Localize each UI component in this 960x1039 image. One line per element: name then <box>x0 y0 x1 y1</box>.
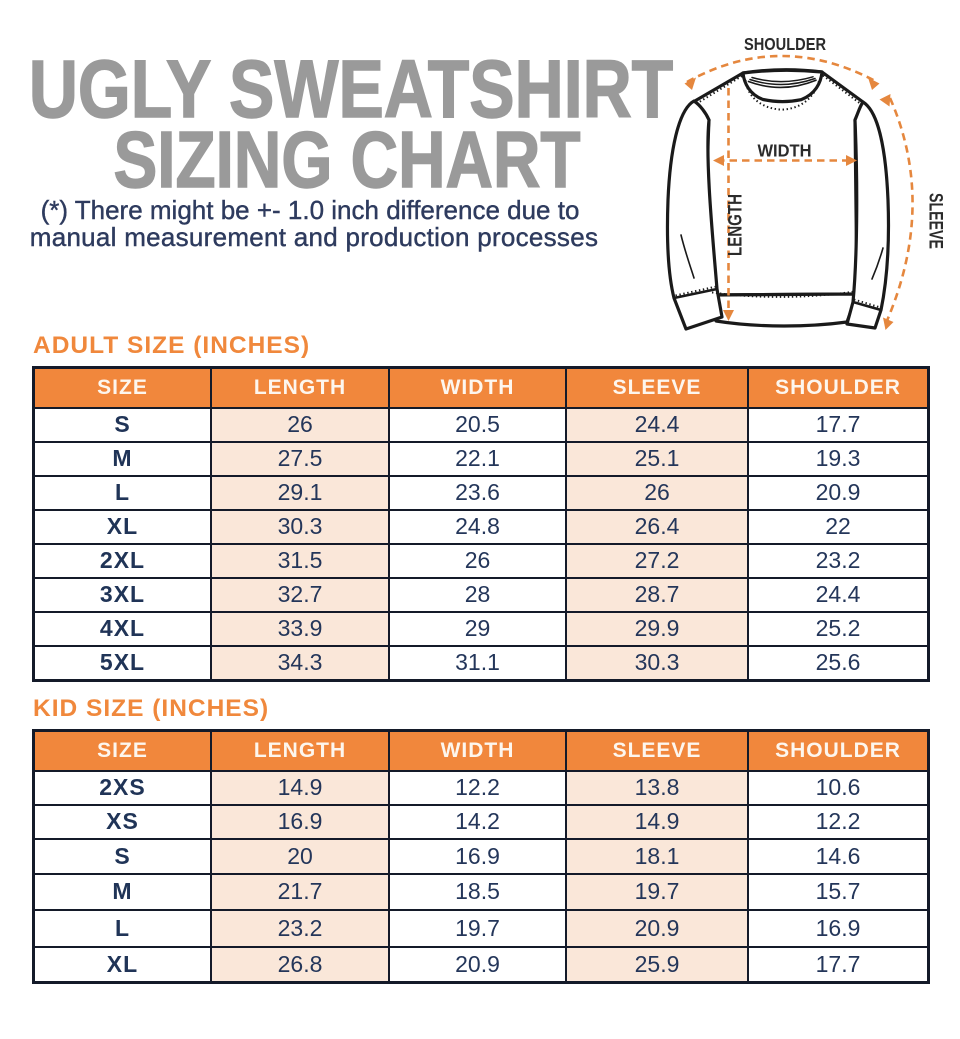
svg-text:SLEEVE: SLEEVE <box>925 193 946 249</box>
svg-text:LENGTH: LENGTH <box>726 194 747 256</box>
svg-text:WIDTH: WIDTH <box>758 141 812 161</box>
svg-text:SHOULDER: SHOULDER <box>744 34 826 54</box>
